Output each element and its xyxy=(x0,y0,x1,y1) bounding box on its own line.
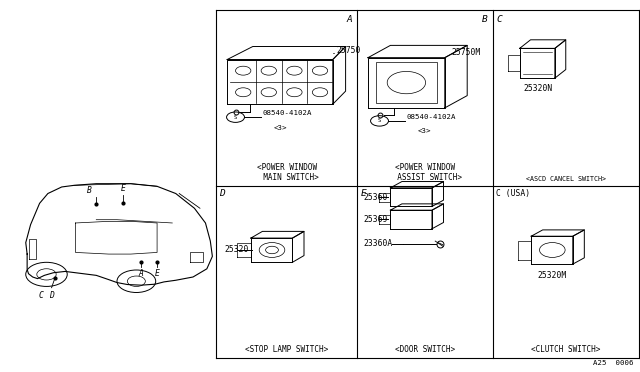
Text: D: D xyxy=(49,291,54,301)
Text: B: B xyxy=(87,186,92,195)
Text: <3>: <3> xyxy=(274,125,287,131)
Text: S: S xyxy=(378,118,381,124)
Text: 08540-4102A: 08540-4102A xyxy=(262,110,312,116)
Text: A: A xyxy=(139,269,143,278)
Text: A: A xyxy=(346,15,352,24)
Text: E: E xyxy=(155,269,159,278)
Text: C (USA): C (USA) xyxy=(496,189,530,198)
Text: S: S xyxy=(234,115,237,120)
Text: B: B xyxy=(482,15,488,24)
Text: <CLUTCH SWITCH>: <CLUTCH SWITCH> xyxy=(531,345,600,354)
Text: 25750: 25750 xyxy=(336,46,360,55)
Text: <DOOR SWITCH>: <DOOR SWITCH> xyxy=(395,345,455,354)
Text: D: D xyxy=(220,189,225,198)
Text: <POWER WINDOW
  ASSIST SWITCH>: <POWER WINDOW ASSIST SWITCH> xyxy=(388,163,462,182)
Text: <3>: <3> xyxy=(418,128,431,134)
Text: 23360A: 23360A xyxy=(364,239,393,248)
Text: C: C xyxy=(496,15,502,24)
Text: 25750M: 25750M xyxy=(451,48,481,57)
Text: 08540-4102A: 08540-4102A xyxy=(406,114,456,120)
Text: 25360: 25360 xyxy=(364,193,388,202)
Text: <ASCD CANCEL SWITCH>: <ASCD CANCEL SWITCH> xyxy=(526,176,605,182)
Text: E: E xyxy=(360,189,366,198)
Text: A25  0006: A25 0006 xyxy=(593,360,634,366)
Text: 25369: 25369 xyxy=(364,215,388,224)
Text: <POWER WINDOW
  MAIN SWITCH>: <POWER WINDOW MAIN SWITCH> xyxy=(254,163,319,182)
Text: C: C xyxy=(38,291,43,301)
Text: 25320M: 25320M xyxy=(538,271,567,280)
Text: 25320: 25320 xyxy=(224,246,248,254)
Text: E: E xyxy=(121,184,126,193)
Text: <STOP LAMP SWITCH>: <STOP LAMP SWITCH> xyxy=(245,345,328,354)
Text: 25320N: 25320N xyxy=(523,84,552,93)
